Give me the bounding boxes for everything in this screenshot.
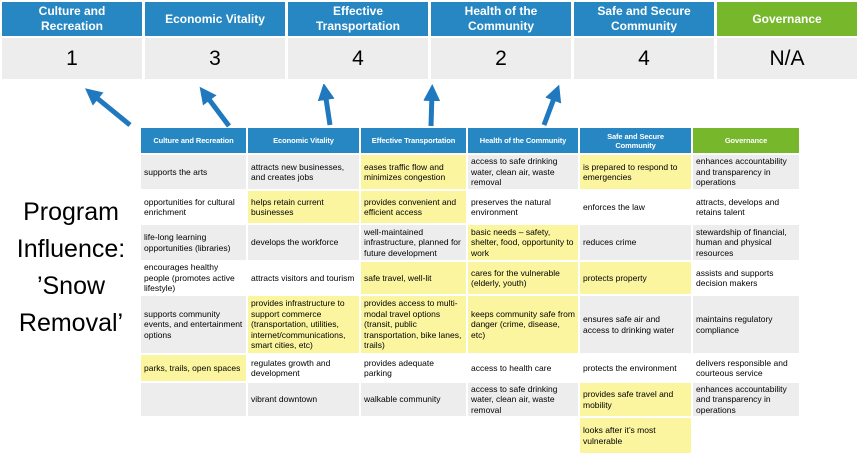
summary-header-health-of-the-community: Health of the Community: [431, 2, 571, 36]
program-title-line: Removal’: [18, 309, 124, 337]
arrow-icon-2: [199, 86, 231, 128]
summary-band: Culture and Recreation Economic Vitality…: [2, 2, 857, 79]
matrix-cell-highlighted: safe travel, well-lit: [361, 262, 466, 294]
matrix-cell-highlighted: parks, trails, open spaces: [141, 355, 246, 381]
arrow-icon-1: [85, 88, 132, 127]
matrix-cell: [693, 418, 799, 453]
matrix-cell: supports community events, and entertain…: [141, 296, 246, 353]
matrix-cell: reduces crime: [580, 225, 691, 260]
matrix-cell-highlighted: provides safe travel and mobility: [580, 383, 691, 416]
summary-header-culture-and-recreation: Culture and Recreation: [2, 2, 142, 36]
summary-score-safe-and-secure-community: 4: [574, 38, 714, 79]
matrix-cell: attracts, develops and retains talent: [693, 191, 799, 223]
matrix-cell: attracts visitors and tourism: [248, 262, 359, 294]
matrix-cell: access to safe drinking water, clean air…: [468, 155, 578, 189]
program-title-line: ’Snow: [36, 272, 106, 300]
matrix-cell: well-maintained infrastructure, planned …: [361, 225, 466, 260]
summary-header-governance: Governance: [717, 2, 857, 36]
program-title-line: Program: [23, 198, 119, 226]
matrix-cell: [141, 418, 246, 453]
matrix-header-3: Health of the Community: [468, 128, 578, 153]
influence-matrix: Culture and Recreation Economic Vitality E…: [141, 128, 799, 453]
matrix-cell: ensures safe air and access to drinking …: [580, 296, 691, 353]
matrix-cell: vibrant downtown: [248, 383, 359, 416]
arrow-icon-5: [541, 84, 562, 126]
matrix-cell-highlighted: looks after it’s most vulnerable: [580, 418, 691, 453]
matrix-cell: encourages healthy people (promotes acti…: [141, 262, 246, 294]
matrix-cell: [468, 418, 578, 453]
matrix-header-2: Effective Transportation: [361, 128, 466, 153]
matrix-cell-highlighted: basic needs – safety, shelter, food, opp…: [468, 225, 578, 260]
matrix-cell: regulates growth and development: [248, 355, 359, 381]
matrix-cell-highlighted: is prepared to respond to emergencies: [580, 155, 691, 189]
matrix-cell-highlighted: helps retain current businesses: [248, 191, 359, 223]
summary-header-economic-vitality: Economic Vitality: [145, 2, 285, 36]
matrix-cell: preserves the natural environment: [468, 191, 578, 223]
program-title: Program Influence: ’Snow Removal’: [0, 194, 142, 342]
matrix-cell-highlighted: protects property: [580, 262, 691, 294]
matrix-header-4: Safe and Secure Community: [580, 128, 691, 153]
matrix-cell: [248, 418, 359, 453]
matrix-cell-highlighted: eases traffic flow and minimizes congest…: [361, 155, 466, 189]
matrix-cell: develops the workforce: [248, 225, 359, 260]
matrix-cell: life-long learning opportunities (librar…: [141, 225, 246, 260]
summary-score-effective-transportation: 4: [288, 38, 428, 79]
matrix-cell: assists and supports decision makers: [693, 262, 799, 294]
matrix-cell: maintains regulatory compliance: [693, 296, 799, 353]
matrix-header-0: Culture and Recreation: [141, 128, 246, 153]
matrix-header-5: Governance: [693, 128, 799, 153]
arrows-up-icon: [85, 84, 562, 128]
summary-header-safe-and-secure-community: Safe and Secure Community: [574, 2, 714, 36]
matrix-cell: access to health care: [468, 355, 578, 381]
matrix-cell: enforces the law: [580, 191, 691, 223]
matrix-cell: opportunities for cultural enrichment: [141, 191, 246, 223]
matrix-cell: stewardship of financial, human and phys…: [693, 225, 799, 260]
matrix-cell: attracts new businesses, and creates job…: [248, 155, 359, 189]
matrix-cell: supports the arts: [141, 155, 246, 189]
matrix-cell: enhances accountability and transparency…: [693, 155, 799, 189]
matrix-cell: delivers responsible and courteous servi…: [693, 355, 799, 381]
program-title-line: Influence:: [16, 235, 126, 263]
summary-score-governance: N/A: [717, 38, 857, 79]
matrix-cell: [141, 383, 246, 416]
summary-score-economic-vitality: 3: [145, 38, 285, 79]
matrix-cell: provides adequate parking: [361, 355, 466, 381]
matrix-cell: walkable community: [361, 383, 466, 416]
arrow-icon-3: [317, 84, 335, 126]
summary-header-effective-transportation: Effective Transportation: [288, 2, 428, 36]
matrix-cell-highlighted: keeps community safe from danger (crime,…: [468, 296, 578, 353]
matrix-header-1: Economic Vitality: [248, 128, 359, 153]
matrix-cell: protects the environment: [580, 355, 691, 381]
matrix-cell-highlighted: provides infrastructure to support comme…: [248, 296, 359, 353]
summary-score-health-of-the-community: 2: [431, 38, 571, 79]
matrix-cell: [361, 418, 466, 453]
matrix-cell: access to safe drinking water, clean air…: [468, 383, 578, 416]
summary-score-culture-and-recreation: 1: [2, 38, 142, 79]
arrow-icon-4: [423, 84, 441, 127]
matrix-cell-highlighted: cares for the vulnerable (elderly, youth…: [468, 262, 578, 294]
matrix-cell: enhances accountability and transparency…: [693, 383, 799, 416]
matrix-cell-highlighted: provides convenient and efficient access: [361, 191, 466, 223]
matrix-cell-highlighted: provides access to multi-modal travel op…: [361, 296, 466, 353]
